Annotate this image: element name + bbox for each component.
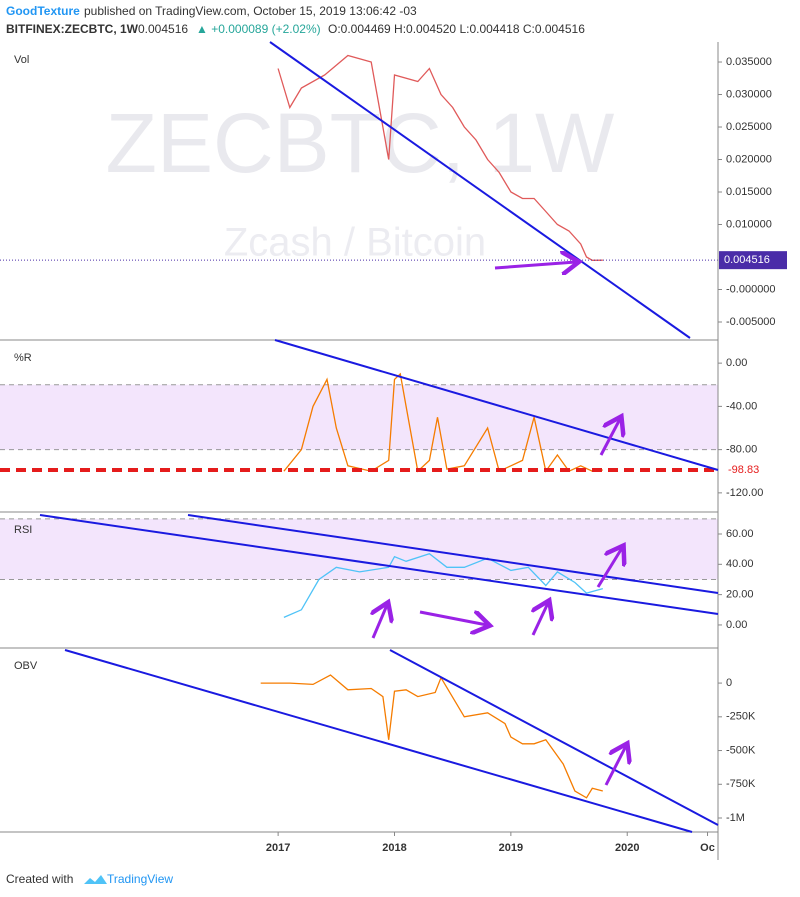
y-tick-label: 40.00 [726,558,754,570]
arrow [596,548,622,588]
last-price: 0.004516 [138,22,188,36]
series-line [283,552,603,618]
x-tick-label: 2020 [615,842,639,854]
logo [84,875,107,884]
arrows [373,262,626,786]
y-tick-label: -40.00 [726,400,757,412]
pane [277,54,603,261]
trend-line [269,41,691,339]
footer-created: Created with [6,872,73,886]
y-tick-label: 0 [726,677,732,689]
y-tick-label: -250K [726,711,756,723]
footer-brand: TradingView [107,872,173,886]
trend-line [274,339,719,471]
change: ▲ +0.000089 (+2.02%) [196,22,321,36]
last-value-box [719,251,787,270]
y-tick-label: 0.010000 [726,218,772,230]
author: GoodTexture [6,4,80,18]
arrow [604,746,626,786]
y-tick-label: -120.00 [726,487,763,499]
y-tick-label: 0.030000 [726,88,772,100]
y-tick-label: -500K [726,744,756,756]
trend-line [64,649,693,833]
y-tick-label: 0.015000 [726,186,772,198]
trend-lines [39,41,719,833]
ohlc: O:0.004469 H:0.004520 L:0.004418 C:0.004… [328,22,585,36]
series-line [277,54,603,261]
band [0,384,718,450]
x-tick-label: Oc [700,842,715,854]
watermark: ZECBTC, 1W [106,96,615,190]
arrow [373,605,387,639]
y-tick-label: 20.00 [726,589,754,601]
y-tick-label: -0.000000 [726,283,776,295]
pane-title: RSI [14,524,32,536]
trend-line [389,649,719,826]
last-value-label: 0.004516 [724,254,770,266]
x-tick-label: 2019 [499,842,523,854]
y-tick-label: 0.020000 [726,153,772,165]
arrow [419,612,487,625]
watermark-sub: Zcash / Bitcoin [224,221,486,265]
y-tick-label: 60.00 [726,528,754,540]
x-tick-label: 2018 [382,842,406,854]
pane-title: OBV [14,660,38,672]
y-tick-label: 0.00 [726,357,747,369]
last-value-label: -98.83 [728,464,759,476]
trend-line [39,514,719,615]
series-line [283,372,603,473]
symbol: BITFINEX:ZECBTC, 1W [6,22,139,36]
arrow [599,419,620,456]
pane-title: %R [14,352,32,364]
arrow [533,603,548,636]
y-tick-label: 0.00 [726,619,747,631]
y-tick-label: -1M [726,812,745,824]
y-tick-label: -0.005000 [726,316,776,328]
pane [0,372,718,473]
y-tick-label: 0.025000 [726,121,772,133]
x-tick-label: 2017 [266,842,290,854]
panes: 0.035000 0.030000 0.025000 0.020000 0.015000… [0,54,787,854]
band [0,518,718,580]
frame [0,42,719,860]
trend-line [187,514,719,594]
pane [0,518,718,618]
y-tick-label: -750K [726,778,756,790]
y-tick-label: 0.035000 [726,56,772,68]
published: published on TradingView.com, October 15… [84,4,417,18]
pane-title: Vol [14,54,29,66]
arrow [494,262,576,268]
y-tick-label: -80.00 [726,444,757,456]
